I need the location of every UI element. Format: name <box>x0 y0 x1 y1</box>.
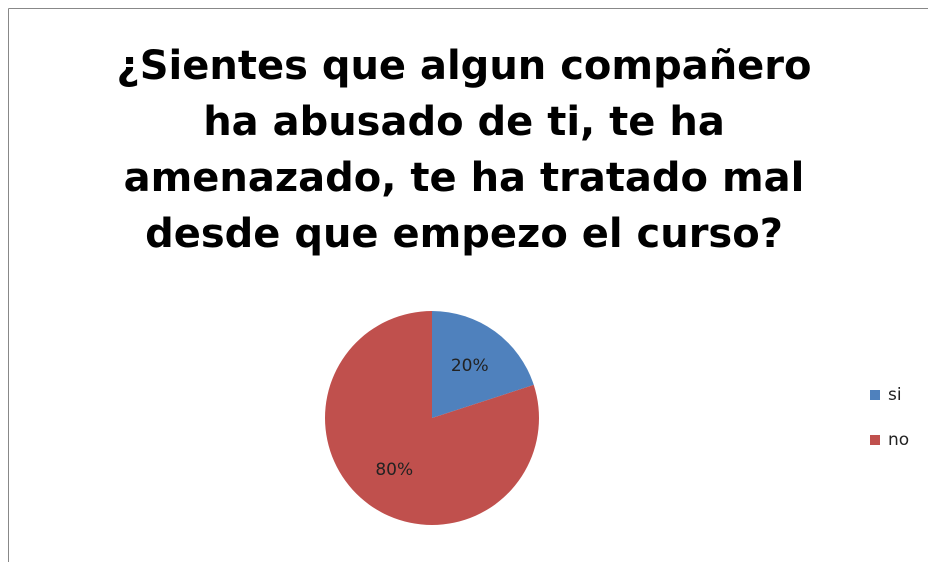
pie-slice <box>432 311 534 418</box>
legend-label: si <box>888 385 902 405</box>
legend-swatch <box>870 390 880 400</box>
data-label: 20% <box>451 356 489 376</box>
legend-swatch <box>870 435 880 445</box>
legend-label: no <box>888 430 909 450</box>
chart-title: ¿Sientes que algun compañero ha abusado … <box>116 43 812 257</box>
data-label: 80% <box>375 460 413 480</box>
pie-slice <box>325 311 539 525</box>
